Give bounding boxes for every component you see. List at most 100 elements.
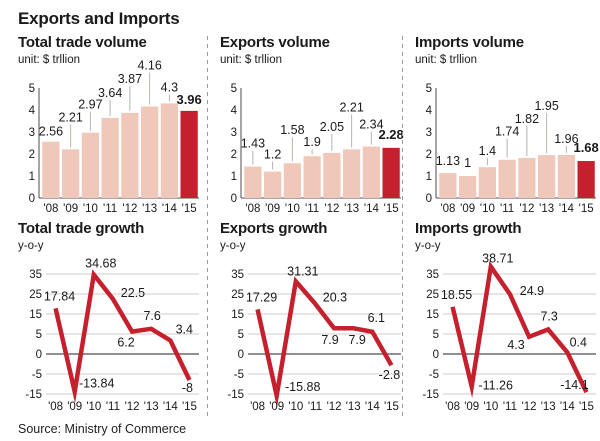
svg-text:'08: '08 (250, 401, 265, 413)
svg-text:'14: '14 (163, 401, 179, 413)
svg-text:'12: '12 (522, 401, 537, 413)
svg-text:'15: '15 (384, 401, 399, 413)
svg-text:'15: '15 (384, 203, 399, 215)
svg-text:0: 0 (29, 193, 35, 205)
svg-text:'09: '09 (67, 401, 82, 413)
svg-text:'12: '12 (122, 203, 137, 215)
svg-text:5: 5 (231, 83, 237, 95)
svg-text:34.68: 34.68 (85, 257, 116, 271)
svg-text:15: 15 (29, 309, 42, 321)
svg-text:-5: -5 (32, 369, 42, 381)
chart-title: Total trade growth (18, 220, 145, 237)
svg-text:1: 1 (464, 156, 471, 170)
svg-text:20.3: 20.3 (323, 291, 347, 305)
svg-text:'14: '14 (559, 203, 575, 215)
svg-text:17.29: 17.29 (246, 291, 277, 305)
svg-text:35: 35 (29, 269, 42, 281)
svg-text:7.9: 7.9 (321, 333, 338, 347)
svg-text:-15.88: -15.88 (285, 380, 320, 394)
svg-text:0: 0 (36, 349, 42, 361)
svg-text:2.05: 2.05 (320, 120, 344, 134)
svg-text:4: 4 (29, 105, 36, 117)
svg-text:'09: '09 (269, 401, 284, 413)
chart-title: Exports growth (220, 220, 328, 237)
svg-text:3.64: 3.64 (98, 86, 122, 100)
svg-text:'14: '14 (162, 203, 178, 215)
svg-text:'13: '13 (541, 401, 556, 413)
svg-text:'15: '15 (182, 401, 197, 413)
svg-text:-14.1: -14.1 (560, 378, 589, 392)
column-separator-2 (402, 36, 403, 416)
panel-total-trade-volume: Total trade volume unit: $ trllion 5 4 3 2 1… (0, 34, 207, 220)
svg-text:3: 3 (426, 127, 432, 139)
svg-text:'10: '10 (483, 401, 498, 413)
svg-text:-2.8: -2.8 (379, 368, 401, 382)
panel-imports-volume: Imports volume unit: $ trllion 5 4 3 2 1 0 1.1… (402, 34, 600, 220)
svg-text:'09: '09 (63, 203, 78, 215)
imports-volume-chart: 5 4 3 2 1 0 1.13 '08 1 '09 1.4 '10 1.74 '11 1.82 '12 1.9… (426, 83, 599, 215)
svg-text:'08: '08 (48, 401, 63, 413)
svg-text:2: 2 (29, 149, 35, 161)
svg-text:-15: -15 (227, 389, 244, 401)
svg-text:-11.26: -11.26 (478, 379, 513, 393)
svg-text:4.3: 4.3 (161, 81, 178, 95)
svg-text:35: 35 (426, 269, 439, 281)
svg-text:3: 3 (29, 127, 35, 139)
svg-text:4: 4 (231, 105, 238, 117)
svg-text:25: 25 (426, 289, 439, 301)
total-trade-growth-chart: 35 25 15 5 0 -5 -15 17.84 '08 -13.84 '09 34.68 '10 22… (25, 257, 199, 413)
svg-text:5: 5 (29, 83, 35, 95)
svg-text:1.13: 1.13 (436, 154, 460, 168)
svg-text:0: 0 (238, 349, 244, 361)
svg-text:4.3: 4.3 (507, 338, 524, 352)
svg-text:'11: '11 (305, 203, 319, 215)
svg-text:'13: '13 (344, 203, 359, 215)
svg-text:2.21: 2.21 (58, 111, 82, 125)
svg-text:1.43: 1.43 (241, 137, 265, 151)
svg-text:1.96: 1.96 (554, 132, 578, 146)
svg-text:'14: '14 (364, 203, 380, 215)
svg-text:6.1: 6.1 (368, 311, 385, 325)
svg-text:1.82: 1.82 (515, 112, 539, 126)
svg-text:25: 25 (29, 289, 42, 301)
column-separator-1 (207, 36, 208, 416)
svg-text:2: 2 (426, 149, 432, 161)
svg-text:'10: '10 (480, 203, 495, 215)
svg-text:3: 3 (231, 127, 237, 139)
svg-text:'10: '10 (285, 203, 300, 215)
svg-text:0.4: 0.4 (570, 336, 587, 350)
svg-text:'09: '09 (464, 401, 479, 413)
svg-text:17.84: 17.84 (44, 290, 75, 304)
svg-text:-15: -15 (25, 389, 42, 401)
svg-text:'11: '11 (503, 401, 517, 413)
total-trade-volume-chart: 5 4 3 2 1 0 2.56 '08 2.21 '09 2.97 '10 3.64 '11 3.87 '1… (29, 59, 202, 216)
svg-text:'09: '09 (460, 203, 475, 215)
svg-text:'15: '15 (579, 401, 594, 413)
svg-text:'14: '14 (560, 401, 576, 413)
svg-text:5: 5 (426, 83, 432, 95)
chart-unit-label: unit: $ trllion (415, 54, 478, 67)
chart-title: Imports volume (415, 34, 524, 51)
svg-text:'08: '08 (43, 203, 58, 215)
svg-text:31.31: 31.31 (287, 265, 318, 279)
svg-text:'13: '13 (144, 401, 159, 413)
svg-text:'11: '11 (103, 203, 117, 215)
chart-unit-label: unit: $ trllion (18, 54, 81, 67)
svg-text:38.71: 38.71 (482, 252, 513, 266)
svg-text:0: 0 (231, 193, 237, 205)
svg-text:'15: '15 (579, 203, 594, 215)
svg-text:2.56: 2.56 (39, 125, 63, 139)
svg-text:15: 15 (231, 309, 244, 321)
exports-volume-chart: 5 4 3 2 1 0 1.43 '08 1.2 '09 1.58 '10 1.9 '11 2.05 '12 2… (231, 83, 404, 215)
svg-text:22.5: 22.5 (121, 286, 145, 300)
svg-text:-5: -5 (234, 369, 244, 381)
svg-text:'11: '11 (500, 203, 514, 215)
svg-text:'09: '09 (265, 203, 280, 215)
svg-text:'12: '12 (327, 401, 342, 413)
svg-text:1: 1 (426, 171, 432, 183)
chart-title: Total trade volume (18, 34, 147, 51)
svg-text:4.16: 4.16 (137, 59, 161, 73)
svg-text:1.68: 1.68 (573, 140, 598, 155)
